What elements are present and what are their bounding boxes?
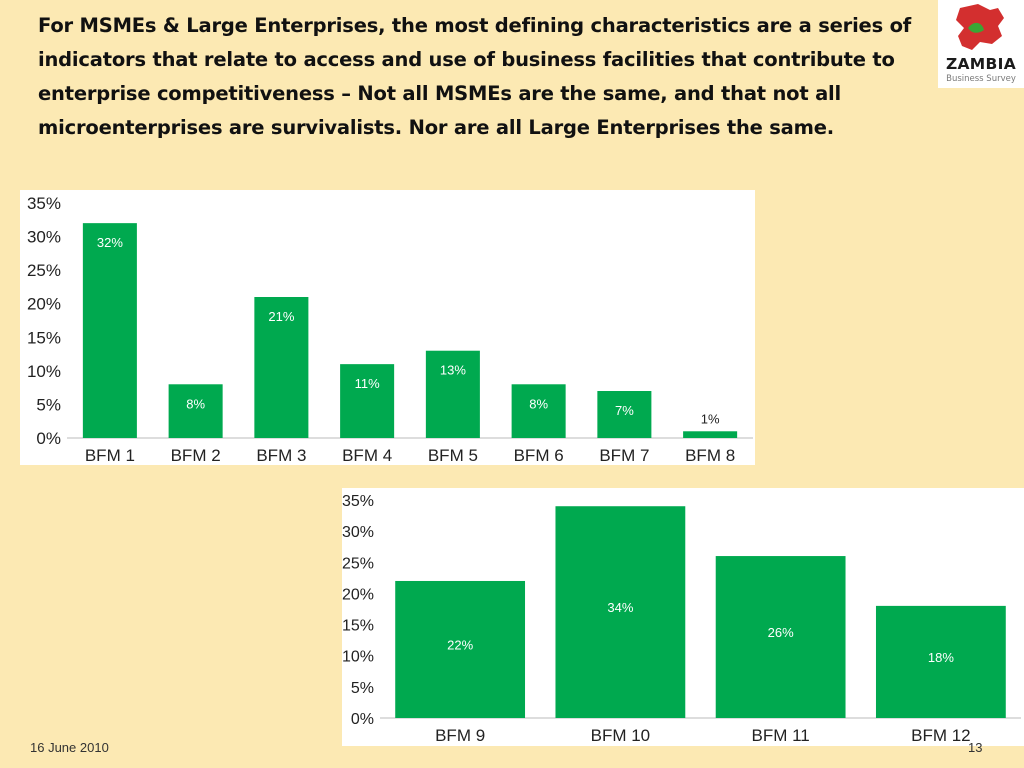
category-label: BFM 12 — [911, 726, 971, 745]
y-tick-label: 5% — [36, 395, 61, 414]
data-label: 26% — [768, 625, 794, 640]
data-label: 7% — [615, 403, 634, 418]
data-label: 8% — [529, 396, 548, 411]
category-label: BFM 5 — [428, 446, 478, 465]
data-label: 34% — [607, 600, 633, 615]
data-label: 13% — [440, 363, 466, 378]
category-label: BFM 2 — [171, 446, 221, 465]
category-label: BFM 6 — [514, 446, 564, 465]
slide-heading: For MSMEs & Large Enterprises, the most … — [38, 14, 912, 139]
bar-bfm-4 — [340, 364, 395, 438]
bar-chart-bfm-9-12: 0% 5% 10% 15% 20% 25% 30% 35% 22% BFM 9 34% BFM 10 2… — [342, 488, 1024, 746]
bar-bfm-10 — [555, 506, 686, 718]
data-label: 11% — [355, 376, 380, 391]
data-label: 32% — [97, 235, 123, 250]
category-label: BFM 10 — [591, 726, 651, 745]
page-number: 13 — [968, 740, 983, 755]
y-tick-label: 15% — [27, 328, 61, 347]
bar-bfm-12 — [875, 605, 1006, 718]
category-label: BFM 1 — [85, 446, 135, 465]
data-label: 8% — [186, 396, 205, 411]
y-tick-label: 35% — [27, 194, 61, 213]
footer-date: 16 June 2010 — [30, 740, 109, 755]
category-label: BFM 4 — [342, 446, 392, 465]
y-tick-label: 30% — [342, 524, 374, 541]
data-label: 22% — [447, 637, 473, 652]
y-tick-label: 35% — [342, 493, 374, 510]
bar-bfm-7 — [597, 391, 652, 438]
y-tick-label: 30% — [27, 228, 61, 247]
chart-2-svg: 0% 5% 10% 15% 20% 25% 30% 35% 22% BFM 9 34% BFM 10 2… — [342, 493, 1021, 745]
bar-chart-bfm-1-8: 0% 5% 10% 15% 20% 25% 30% 35% 32% BFM 1 8% BFM 2 21%… — [20, 190, 755, 465]
logo-title: ZAMBIA — [945, 55, 1017, 73]
y-tick-label: 10% — [342, 649, 374, 666]
y-tick-label: 25% — [342, 555, 374, 572]
bar-bfm-3 — [254, 297, 309, 438]
zambia-business-survey-logo: ZAMBIA Business Survey — [938, 0, 1024, 88]
y-tick-label: 0% — [351, 711, 374, 728]
data-label: 18% — [928, 650, 954, 665]
category-label: BFM 3 — [256, 446, 306, 465]
data-label: 21% — [268, 309, 294, 324]
category-label: BFM 11 — [751, 726, 809, 745]
category-label: BFM 7 — [599, 446, 649, 465]
data-label: 1% — [701, 411, 720, 426]
y-tick-label: 5% — [351, 680, 374, 697]
y-tick-label: 15% — [342, 618, 374, 635]
bar-bfm-2 — [168, 384, 223, 438]
y-tick-label: 10% — [27, 362, 61, 381]
category-label: BFM 9 — [435, 726, 485, 745]
chart-1-svg: 0% 5% 10% 15% 20% 25% 30% 35% 32% BFM 1 8% BFM 2 21%… — [27, 194, 753, 465]
bar-bfm-8 — [683, 431, 738, 438]
bar-bfm-9 — [395, 580, 526, 718]
bar-bfm-6 — [511, 384, 566, 438]
logo-subtitle: Business Survey — [946, 74, 1016, 84]
y-tick-label: 0% — [36, 429, 61, 448]
category-label: BFM 8 — [685, 446, 735, 465]
y-tick-label: 20% — [342, 586, 374, 603]
bar-bfm-5 — [425, 350, 480, 438]
y-tick-label: 20% — [27, 295, 61, 314]
bar-bfm-11 — [715, 556, 846, 718]
zambia-map-icon — [956, 4, 1004, 50]
y-tick-label: 25% — [27, 261, 61, 280]
bar-bfm-1 — [82, 223, 137, 438]
